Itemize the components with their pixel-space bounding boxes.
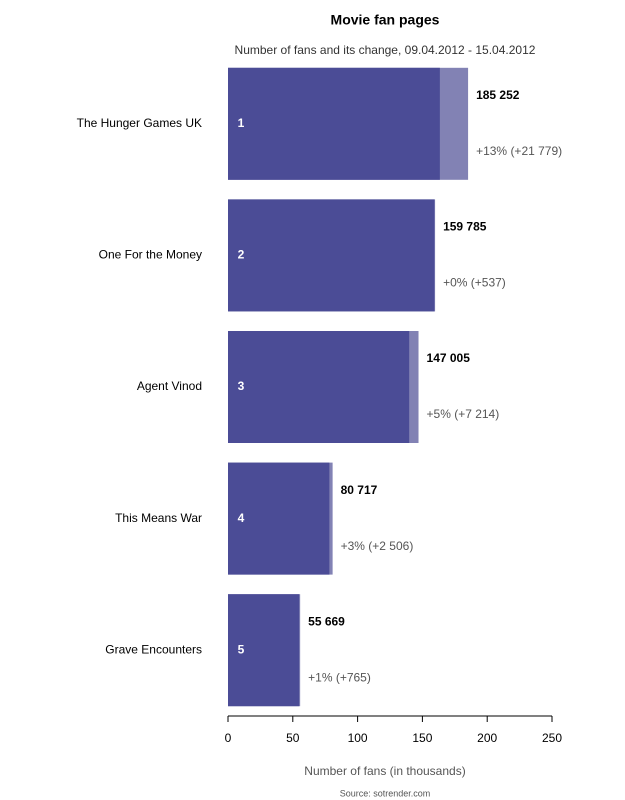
change-label: +5% (+7 214) [427, 407, 500, 421]
x-tick-label: 50 [286, 731, 300, 745]
value-label: 185 252 [476, 88, 520, 102]
x-axis-title: Number of fans (in thousands) [304, 764, 465, 778]
value-label: 55 669 [308, 614, 345, 628]
bar [228, 594, 300, 707]
category-label: The Hunger Games UK [77, 116, 202, 130]
source: Source: sotrender.com [340, 788, 431, 798]
rank-label: 3 [238, 379, 245, 393]
x-tick-label: 100 [348, 731, 368, 745]
rank-label: 4 [238, 511, 245, 525]
x-tick-label: 150 [412, 731, 432, 745]
category-label: Agent Vinod [137, 379, 202, 393]
bar [228, 331, 410, 443]
category-label: One For the Money [99, 248, 202, 262]
category-label: Grave Encounters [105, 642, 202, 656]
x-tick-label: 200 [477, 731, 497, 745]
category-label: This Means War [115, 511, 202, 525]
chart-title: Movie fan pages [331, 12, 440, 28]
rank-label: 1 [238, 116, 245, 130]
change-label: +1% (+765) [308, 670, 371, 684]
chart-subtitle: Number of fans and its change, 09.04.201… [235, 43, 536, 57]
bar [228, 67, 440, 180]
rank-label: 2 [238, 248, 245, 262]
rank-label: 5 [238, 642, 245, 656]
bar [228, 199, 435, 312]
x-tick-label: 250 [542, 731, 562, 745]
value-label: 159 785 [443, 220, 487, 234]
change-label: +3% (+2 506) [341, 539, 414, 553]
change-label: +0% (+537) [443, 276, 506, 290]
value-label: 147 005 [427, 351, 471, 365]
x-tick-label: 0 [225, 731, 232, 745]
bar [228, 462, 330, 575]
value-label: 80 717 [341, 483, 378, 497]
change-label: +13% (+21 779) [476, 144, 562, 158]
